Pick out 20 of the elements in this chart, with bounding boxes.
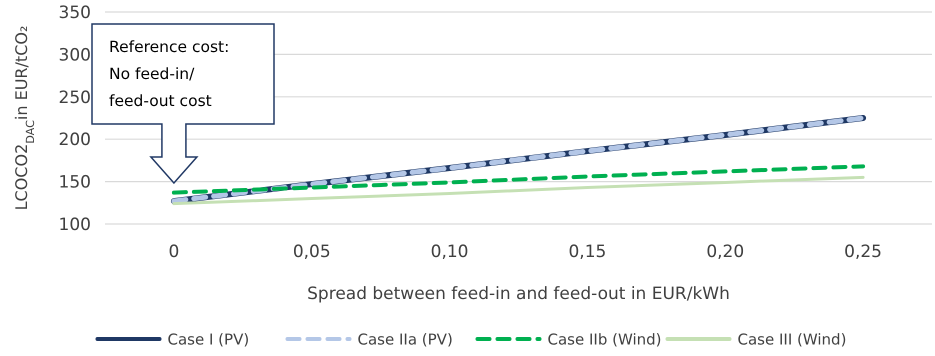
- x-tick-label: 0: [168, 242, 180, 262]
- y-tick-label: 150: [58, 172, 91, 193]
- y-tick-label: 100: [58, 214, 91, 235]
- legend-label: Case IIb (Wind): [548, 330, 662, 348]
- x-tick-label: 0,20: [706, 242, 744, 262]
- legend-label: Case III (Wind): [738, 330, 846, 348]
- x-tick-label: 0,10: [430, 242, 469, 262]
- y-tick-label: 250: [58, 88, 91, 108]
- x-tick-label: 0,25: [844, 242, 882, 262]
- line-series: [172, 164, 866, 195]
- y-tick-label: 200: [58, 130, 91, 150]
- line-series: [172, 176, 865, 206]
- legend-label: Case I (PV): [168, 330, 250, 348]
- y-tick-label: 350: [58, 2, 91, 23]
- x-tick-label: 0,15: [568, 242, 606, 262]
- annotation: Reference cost: No feed-in/ feed-out cost: [109, 38, 230, 110]
- x-tick-label: 0,05: [292, 242, 331, 262]
- legend-label: Case IIa (PV): [358, 330, 453, 348]
- x-axis-title: Spread between feed-in and feed-out in EUR/kWh: [307, 284, 730, 304]
- y-tick-label: 300: [58, 45, 91, 66]
